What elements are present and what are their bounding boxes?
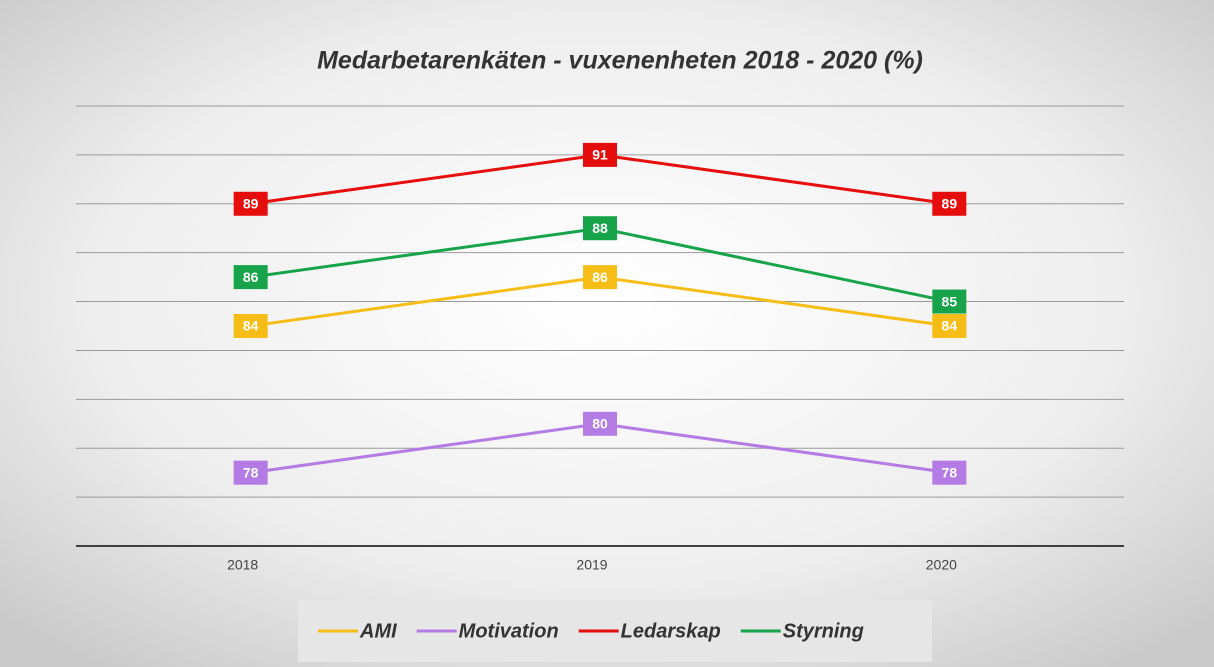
data-label-box bbox=[932, 289, 967, 314]
data-label: 89 bbox=[243, 195, 259, 211]
data-label-box bbox=[583, 411, 617, 436]
data-label-box bbox=[233, 460, 268, 485]
chart-title: Medarbetarenkäten - vuxenenheten 2018 - … bbox=[317, 47, 923, 75]
data-label: 78 bbox=[243, 464, 259, 480]
legend-label: Ledarskap bbox=[621, 620, 721, 642]
data-label: 89 bbox=[942, 195, 958, 211]
legend-label: AMI bbox=[359, 620, 397, 642]
data-label-box bbox=[233, 314, 268, 338]
data-label-box bbox=[932, 314, 967, 338]
data-label: 91 bbox=[592, 147, 608, 163]
data-label-box bbox=[583, 216, 617, 241]
data-label: 84 bbox=[942, 318, 958, 334]
data-label: 88 bbox=[592, 220, 608, 236]
data-label: 78 bbox=[942, 464, 958, 480]
data-label-box bbox=[932, 460, 967, 485]
x-tick-label: 2018 bbox=[227, 557, 258, 573]
legend-label: Styrning bbox=[783, 620, 864, 642]
x-tick-label: 2019 bbox=[576, 557, 607, 573]
x-tick-label: 2020 bbox=[926, 557, 957, 573]
data-label: 86 bbox=[243, 269, 259, 285]
data-label: 80 bbox=[592, 415, 608, 431]
data-label-box bbox=[932, 191, 967, 216]
data-label-box bbox=[583, 265, 617, 290]
data-label-box bbox=[233, 265, 268, 290]
data-label: 86 bbox=[592, 269, 608, 285]
data-label-box bbox=[233, 191, 268, 216]
data-label-box bbox=[583, 142, 617, 167]
legend-label: Motivation bbox=[459, 620, 559, 642]
data-label: 84 bbox=[243, 318, 259, 334]
data-label: 85 bbox=[942, 293, 958, 309]
